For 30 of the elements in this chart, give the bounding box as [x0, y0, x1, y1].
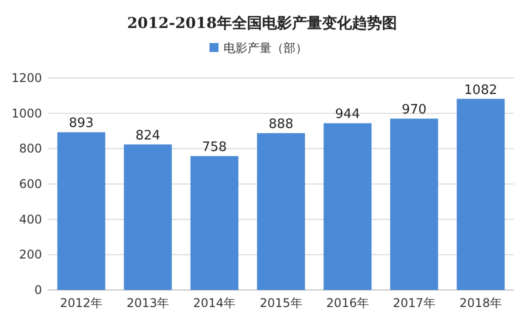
data-label: 824: [135, 128, 160, 144]
y-tick-label: 200: [19, 248, 42, 262]
bar: [57, 132, 106, 290]
x-tick-label: 2014年: [193, 296, 236, 310]
bar: [124, 144, 172, 290]
data-label: 1082: [464, 82, 498, 98]
y-tick-label: 1200: [11, 71, 42, 85]
chart-title: 2012-2018年全国电影产量变化趋势图: [127, 14, 397, 32]
y-tick-label: 600: [19, 177, 42, 191]
x-tick-label: 2017年: [392, 296, 436, 310]
y-tick-label: 400: [19, 212, 42, 226]
bar: [456, 98, 505, 290]
y-tick-label: 800: [19, 142, 42, 156]
data-label: 970: [402, 102, 427, 118]
legend-label: 电影产量（部）: [224, 41, 308, 55]
data-label: 893: [68, 116, 94, 132]
x-tick-label: 2015年: [260, 296, 302, 310]
y-tick-label: 0: [34, 283, 42, 297]
y-tick-label: 1000: [11, 106, 42, 120]
bar: [190, 156, 238, 290]
bar: [390, 118, 438, 290]
data-label: 944: [335, 107, 360, 122]
x-tick-label: 2016年: [326, 296, 369, 310]
x-tick-label: 2012年: [60, 296, 103, 310]
x-tick-label: 2013年: [126, 296, 170, 310]
data-label: 758: [202, 140, 227, 156]
x-tick-label: 2018年: [459, 296, 502, 310]
data-label: 888: [268, 117, 294, 132]
bar: [324, 123, 372, 290]
bar: [257, 133, 305, 290]
